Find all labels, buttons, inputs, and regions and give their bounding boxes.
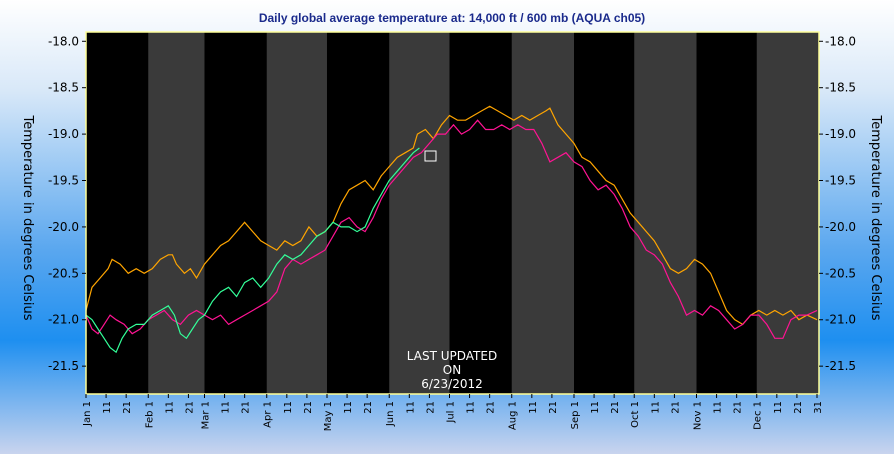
y-tick-label: -21.0 [48,313,79,327]
y-tick-label: -21.0 [825,313,856,327]
plot-area [86,32,819,394]
x-tick-label: Oct 1 [630,401,641,428]
x-tick-label: Nov 1 [693,401,704,430]
x-tick-label: 11 [466,401,477,414]
series-layer [85,105,818,354]
y-tick-label: -19.5 [825,174,856,188]
y-tick-label: -21.5 [825,359,856,373]
month-band [511,32,574,394]
x-tick-label: 31 [813,401,824,414]
x-tick-label: Aug 1 [508,401,519,430]
annotation-line-1: LAST UPDATED [407,349,497,363]
last-updated-annotation: LAST UPDATED ON 6/23/2012 [407,349,497,391]
month-band [148,32,205,394]
y-tick-label: -20.5 [48,266,79,280]
y-tick-label: -18.0 [48,34,79,48]
series-line-3 [85,147,420,354]
x-tick-label: 11 [283,401,294,414]
y-tick-label: -19.0 [825,127,856,141]
x-tick-label: May 1 [323,401,334,431]
y-tick-label: -20.0 [48,220,79,234]
annotation-line-2: ON [443,363,461,377]
x-tick-label: 11 [713,401,724,414]
x-tick-label: Jun 1 [385,401,396,427]
x-tick-label: 21 [670,401,681,414]
y-tick-label: -20.5 [825,266,856,280]
y-axis-label-left: Temperature in degrees Celsius [20,114,35,320]
x-tick-label: 21 [610,401,621,414]
annotation-line-3: 6/23/2012 [421,377,483,391]
y-tick-label: -18.0 [825,34,856,48]
current-day-marker [424,150,437,162]
x-tick-label: 11 [102,401,113,414]
x-tick-label: 21 [548,401,559,414]
x-tick-label: 21 [184,401,195,414]
y-tick-label: -18.5 [825,81,856,95]
x-tick-label: Mar 1 [201,401,212,429]
x-tick-label: 11 [773,401,784,414]
x-tick-label: 11 [164,401,175,414]
y-tick-label: -19.5 [48,174,79,188]
x-tick-label: Jul 1 [446,401,457,424]
y-tick-label: -19.0 [48,127,79,141]
y-axis-label-right: Temperature in degrees Celsius [868,114,883,320]
x-tick-label: 21 [122,401,133,414]
month-bands [148,32,819,394]
month-band [389,32,450,394]
plot-frame [85,31,820,395]
x-tick-label: 11 [221,401,232,414]
x-tick-label: 11 [343,401,354,414]
x-tick-label: 11 [590,401,601,414]
x-tick-label: 21 [733,401,744,414]
x-tick-label: 21 [241,401,252,414]
plot-background [86,32,819,394]
chart-title: Daily global average temperature at: 14,… [259,11,645,25]
x-tick-label: Dec 1 [753,401,764,430]
x-tick-label: Feb 1 [144,401,155,428]
x-tick-label: Jan 1 [82,401,93,427]
x-tick-label: 21 [793,401,804,414]
x-tick-label: 21 [363,401,374,414]
month-band [266,32,327,394]
month-band [634,32,697,394]
series-line-1 [85,105,818,326]
series-line-2 [85,119,818,339]
x-axis: Jan 1 11 21 Feb 1 11 21 Mar 1 11 21 Apr 1 11 21 May … [82,394,824,431]
y-tick-label: -21.5 [48,359,79,373]
x-tick-label: Sep 1 [570,401,581,429]
x-tick-label: 21 [303,401,314,414]
y-axis-left: -18.0 -18.5 -19.0 -19.5 -20.0 -20.5 -21.0 -21.5 [48,34,86,373]
y-axis-right: -18.0 -18.5 -19.0 -19.5 -20.0 -20.5 -21.0 -21.5 [819,34,856,373]
y-tick-label: -20.0 [825,220,856,234]
month-band [756,32,819,394]
x-tick-label: 11 [405,401,416,414]
x-tick-label: 21 [425,401,436,414]
y-tick-label: -18.5 [48,81,79,95]
x-tick-label: 11 [650,401,661,414]
x-tick-label: 11 [528,401,539,414]
x-tick-label: Apr 1 [263,401,274,428]
x-tick-label: 21 [486,401,497,414]
